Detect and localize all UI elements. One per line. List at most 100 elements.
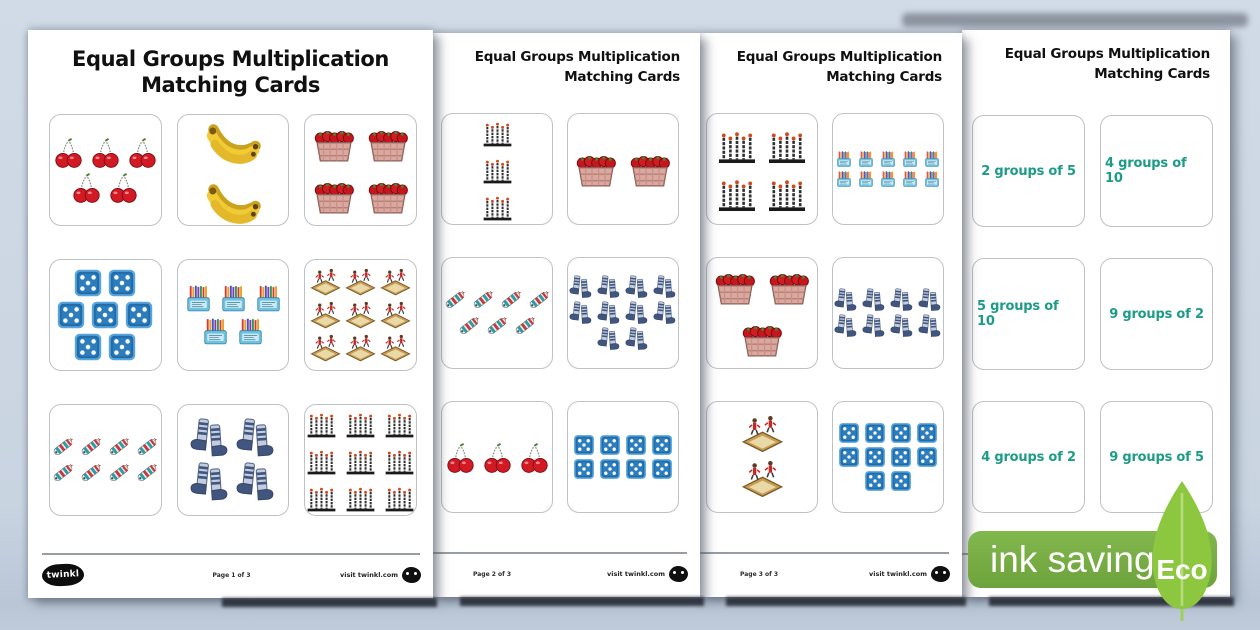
page-footer: Page 2 of 3 visit twinkl.com xyxy=(447,560,688,588)
icon-row xyxy=(188,460,278,504)
page-number-label: Page 3 of 3 xyxy=(740,570,778,578)
sock-pair-icon xyxy=(833,287,859,313)
icon-row xyxy=(736,313,788,365)
sandpit-icon xyxy=(309,332,342,365)
cracker-icon xyxy=(50,460,76,486)
picture-card xyxy=(832,113,944,225)
icon-row xyxy=(69,170,141,205)
die-icon xyxy=(598,457,622,481)
picture-card xyxy=(441,257,553,369)
pencil-pack-icon xyxy=(856,149,876,169)
sandpit-icon xyxy=(344,266,377,299)
picture-card xyxy=(706,257,818,369)
page-title-line2: Matching Cards xyxy=(141,73,320,98)
cracker-icon xyxy=(106,434,132,460)
sandpit-icon xyxy=(740,457,785,502)
pencil-pack-icon xyxy=(922,149,942,169)
sandpit-icon xyxy=(740,412,785,457)
icon-row xyxy=(304,442,417,479)
banana-bunch-icon xyxy=(203,114,263,170)
pencil-pack-icon xyxy=(182,282,215,315)
cherry-pair-icon xyxy=(51,135,86,170)
equation-card-label: 5 groups of 10 xyxy=(977,299,1059,329)
icon-row xyxy=(709,261,815,313)
equation-card: 9 groups of 2 xyxy=(1100,258,1213,370)
page-title: Equal Groups Multiplication Matching Car… xyxy=(962,45,1230,84)
picture-card xyxy=(49,404,162,516)
die-icon xyxy=(889,445,913,469)
icon-row xyxy=(308,170,414,222)
icon-row xyxy=(740,412,785,457)
pencil-pack-icon xyxy=(234,315,267,348)
picture-card xyxy=(304,404,417,516)
card-grid xyxy=(706,113,944,513)
equation-card-label: 9 groups of 5 xyxy=(1109,449,1204,465)
cherry-pair-icon xyxy=(88,135,123,170)
icon-row xyxy=(834,149,942,169)
icon-row xyxy=(863,469,913,493)
cracker-icon xyxy=(470,287,496,313)
page-top-shadow xyxy=(902,13,1248,27)
candle-group-icon xyxy=(479,114,516,151)
equation-card: 9 groups of 5 xyxy=(1100,401,1213,513)
sock-pair-icon xyxy=(889,287,915,313)
sock-pair-icon xyxy=(596,300,622,326)
sock-pair-icon xyxy=(889,313,915,339)
icon-row xyxy=(443,440,552,475)
equation-card: 4 groups of 2 xyxy=(972,401,1085,513)
candle-group-icon xyxy=(713,169,761,217)
icon-row xyxy=(570,143,676,195)
page-number-label: Page 1 of 3 xyxy=(212,571,251,579)
sock-pair-icon xyxy=(188,416,232,460)
pencil-pack-icon xyxy=(199,315,232,348)
sandpit-icon xyxy=(344,299,377,332)
icon-row xyxy=(837,421,939,445)
die-icon xyxy=(863,469,887,493)
candle-group-icon xyxy=(304,405,340,442)
equation-card-label: 4 groups of 2 xyxy=(981,449,1076,465)
candle-group-icon xyxy=(381,442,417,479)
pencil-pack-icon xyxy=(922,169,942,189)
picture-card xyxy=(176,114,290,226)
sock-pair-icon xyxy=(917,287,943,313)
page-title-line2: Matching Cards xyxy=(826,68,942,85)
die-icon xyxy=(863,421,887,445)
sandpit-icon xyxy=(379,332,412,365)
die-icon xyxy=(650,433,674,457)
page-title-line1: Equal Groups Multiplication xyxy=(1004,46,1211,62)
strawberry-basket-icon xyxy=(308,170,360,222)
cherry-pair-icon xyxy=(480,440,515,475)
icon-row xyxy=(713,169,811,217)
icon-row xyxy=(572,457,674,481)
sock-pair-icon xyxy=(234,460,278,504)
sock-pair-icon xyxy=(234,416,278,460)
icon-row xyxy=(713,121,811,169)
die-icon xyxy=(72,267,104,299)
icon-row xyxy=(203,170,263,226)
picture-card xyxy=(567,257,679,369)
icon-row xyxy=(188,416,278,460)
icon-row xyxy=(740,457,785,502)
cracker-icon xyxy=(442,287,468,313)
pencil-pack-icon xyxy=(856,169,876,189)
die-icon xyxy=(915,445,939,469)
picture-card xyxy=(49,114,162,226)
page-title: Equal Groups Multiplication Matching Car… xyxy=(700,48,962,87)
icon-row xyxy=(442,287,552,313)
page-footer: twinkl Page 1 of 3 visit twinkl.com xyxy=(41,561,421,589)
sock-pair-icon xyxy=(624,274,650,300)
candle-group-icon xyxy=(304,479,340,516)
pencil-pack-icon xyxy=(878,169,898,189)
icon-row xyxy=(479,188,516,225)
equation-card-label: 9 groups of 2 xyxy=(1109,306,1204,322)
sock-pair-icon xyxy=(652,300,678,326)
sock-pair-icon xyxy=(568,300,594,326)
candle-group-icon xyxy=(763,121,811,169)
strawberry-basket-icon xyxy=(308,118,360,170)
icon-row xyxy=(199,315,267,348)
icon-row xyxy=(50,434,160,460)
die-icon xyxy=(572,433,596,457)
twinkl-owl-icon xyxy=(931,566,950,582)
icon-row xyxy=(834,169,942,189)
